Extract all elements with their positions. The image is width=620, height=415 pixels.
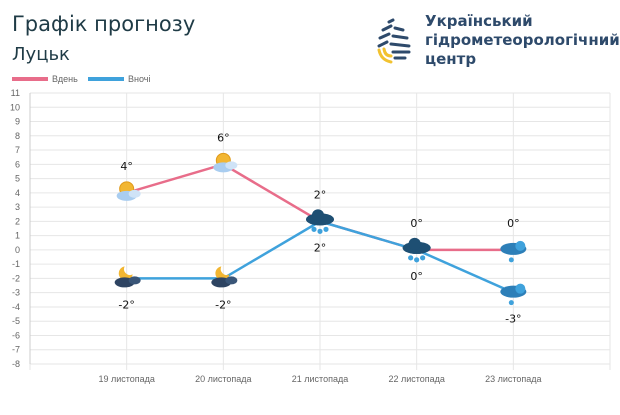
y-tick-label: 7	[15, 145, 20, 155]
data-label: -2°	[215, 298, 231, 311]
cloudy-moon-icon-part	[118, 266, 133, 281]
snow-cloud-icon-part	[515, 240, 526, 251]
page-title: Графік прогнозу	[12, 12, 196, 36]
y-tick-label: 10	[10, 102, 20, 112]
cloudy-moon-icon-part	[128, 276, 141, 285]
rain-cloud-icon	[402, 237, 431, 263]
x-tick-label: 19 листопада	[98, 374, 154, 384]
org-line: гідрометеорологічний	[425, 31, 620, 49]
y-tick-label: 6	[15, 159, 20, 169]
rain-cloud-icon-part	[408, 237, 421, 250]
y-tick-label: -8	[12, 359, 20, 369]
y-tick-label: 4	[15, 188, 20, 198]
y-tick-label: -4	[12, 302, 20, 312]
rain-cloud-icon-part	[420, 255, 426, 261]
data-label: 0°	[410, 270, 423, 283]
cloudy-moon-icon-part	[225, 276, 238, 285]
data-label: 2°	[314, 188, 327, 201]
data-label: -3°	[505, 313, 521, 326]
rain-cloud-icon	[306, 209, 334, 234]
data-label: 0°	[507, 217, 520, 230]
legend-swatch	[12, 77, 48, 81]
rain-cloud-icon-part	[312, 209, 324, 222]
city-name: Луцьк	[12, 44, 70, 65]
snow-cloud-icon	[500, 240, 527, 263]
y-tick-label: -2	[12, 273, 20, 283]
y-tick-label: -5	[12, 316, 20, 326]
y-tick-label: 8	[15, 131, 20, 141]
data-label: 6°	[217, 131, 230, 144]
snow-cloud-icon-part	[508, 257, 514, 263]
rain-cloud-icon-part	[311, 226, 317, 232]
hydromet-logo-icon	[377, 18, 411, 64]
data-label: 0°	[410, 217, 423, 230]
cloudy-moon-icon	[114, 266, 141, 288]
y-tick-label: 5	[15, 174, 20, 184]
rain-cloud-icon-part	[323, 226, 329, 232]
y-tick-label: 1	[15, 231, 20, 241]
rain-cloud-icon-part	[317, 228, 323, 234]
snow-cloud-icon	[500, 283, 527, 306]
snow-cloud-icon-part	[508, 300, 514, 306]
data-label: 2°	[314, 241, 327, 254]
partly-cloudy-sun-icon	[213, 152, 238, 173]
org-line: центр	[425, 50, 477, 68]
cloudy-moon-icon	[211, 266, 238, 288]
data-label: 4°	[120, 160, 133, 173]
org-name: Український гідрометеорологічний центр	[425, 12, 620, 69]
rain-cloud-icon-part	[408, 255, 414, 261]
y-tick-label: 3	[15, 202, 20, 212]
y-tick-label: 9	[15, 117, 20, 127]
snow-cloud-icon-part	[515, 283, 526, 294]
partly-cloudy-sun-icon	[116, 181, 141, 201]
cloudy-moon-icon-part	[215, 266, 230, 281]
y-tick-label: 2	[15, 216, 20, 226]
partly-cloudy-sun-icon-part	[128, 189, 141, 198]
org-line: Український	[425, 12, 533, 30]
data-label: -2°	[118, 298, 134, 311]
y-tick-label: -3	[12, 288, 20, 298]
y-tick-label: -7	[12, 345, 20, 355]
x-tick-label: 21 листопада	[292, 374, 348, 384]
legend-label: Вдень	[52, 74, 78, 84]
y-tick-label: -1	[12, 259, 20, 269]
x-tick-label: 22 листопада	[388, 374, 444, 384]
legend-label: Вночі	[128, 74, 150, 84]
x-tick-label: 20 листопада	[195, 374, 251, 384]
y-tick-label: 0	[15, 245, 20, 255]
y-tick-label: -6	[12, 330, 20, 340]
x-tick-label: 23 листопада	[485, 374, 541, 384]
partly-cloudy-sun-icon-part	[225, 161, 238, 170]
y-tick-label: 11	[11, 88, 20, 98]
legend-swatch	[88, 77, 124, 81]
rain-cloud-icon-part	[414, 257, 420, 263]
